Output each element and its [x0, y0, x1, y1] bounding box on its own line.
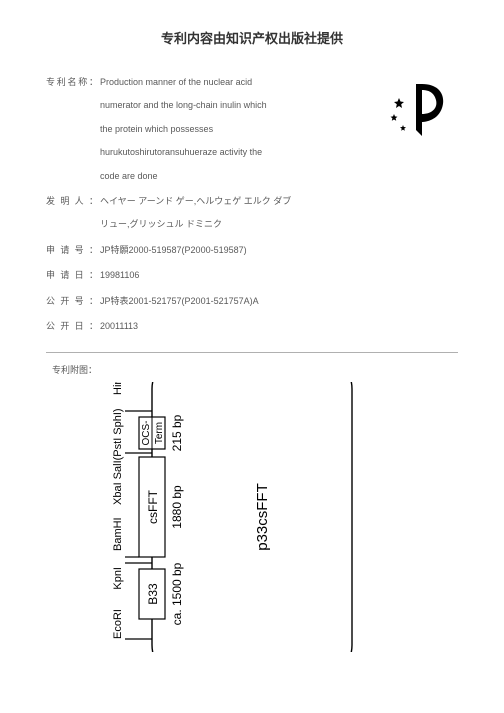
publisher-logo-icon	[388, 78, 452, 142]
row-pubdate: 公开日： 20011113	[46, 315, 458, 338]
size-labels: ca. 1500 bp 1880 bp 215 bp	[170, 415, 184, 626]
row-appdate: 申请日： 19981106	[46, 264, 458, 287]
inventor-line: ヘイヤー アーンド ゲー,ヘルウェゲ エルク ダブ	[100, 190, 330, 213]
size-csfft: 1880 bp	[170, 485, 184, 529]
value-appnum: JP特願2000-519587(P2000-519587)	[98, 239, 330, 262]
row-pubnum: 公开号： JP特表2001-521757(P2001-521757A)A	[46, 290, 458, 313]
attach-label: 专利附图：	[52, 363, 458, 376]
enz-bamhi: BamHI	[112, 518, 124, 552]
section-divider	[46, 352, 458, 353]
enz-ecori: EcoRI	[112, 609, 124, 639]
size-b33: ca. 1500 bp	[170, 563, 184, 626]
name-line: the protein which possesses	[100, 118, 330, 141]
label-pubnum: 公开号：	[46, 290, 98, 313]
label-inventor: 发明人：	[46, 190, 98, 237]
value-patent-name: Production manner of the nuclear acid nu…	[98, 71, 330, 188]
value-pubdate: 20011113	[98, 315, 330, 338]
enzyme-labels: EcoRI KpnI BamHI XbaI SalI(PstI SphI) Hi…	[112, 382, 124, 639]
label-appnum: 申请号：	[46, 239, 98, 262]
enz-hindiii: HindIII	[112, 382, 124, 395]
value-pubnum: JP特表2001-521757(P2001-521757A)A	[98, 290, 330, 313]
plasmid-diagram: B33 csFFT OCS- Term	[92, 382, 412, 652]
inventor-line: リュー,グリッシュル ドミニク	[100, 213, 330, 236]
seg-ocs-bot: Term	[154, 422, 165, 444]
seg-csfft-label: csFFT	[146, 490, 160, 525]
enz-kpni: KpnI	[112, 567, 124, 590]
plasmid-name: p33csFFT	[254, 484, 271, 552]
seg-ocs-top: OCS-	[141, 421, 152, 446]
name-line: code are done	[100, 165, 330, 188]
name-line: Production manner of the nuclear acid	[100, 71, 330, 94]
patent-figure: B33 csFFT OCS- Term	[46, 382, 458, 652]
name-line: numerator and the long-chain inulin whic…	[100, 94, 330, 117]
row-appnum: 申请号： JP特願2000-519587(P2000-519587)	[46, 239, 458, 262]
size-ocs: 215 bp	[170, 415, 184, 452]
row-inventor: 发明人： ヘイヤー アーンド ゲー,ヘルウェゲ エルク ダブ リュー,グリッシュ…	[46, 190, 458, 237]
value-appdate: 19981106	[98, 264, 330, 287]
label-patent-name: 专利名称：	[46, 71, 98, 188]
name-line: hurukutoshirutoransuhueraze activity the	[100, 141, 330, 164]
page-title: 专利内容由知识产权出版社提供	[46, 28, 458, 47]
enz-xbai: XbaI SalI(PstI SphI)	[112, 409, 124, 506]
value-inventor: ヘイヤー アーンド ゲー,ヘルウェゲ エルク ダブ リュー,グリッシュル ドミニ…	[98, 190, 330, 237]
seg-b33-label: B33	[146, 583, 160, 605]
segment-group: B33 csFFT OCS- Term	[139, 417, 165, 619]
label-pubdate: 公开日：	[46, 315, 98, 338]
label-appdate: 申请日：	[46, 264, 98, 287]
